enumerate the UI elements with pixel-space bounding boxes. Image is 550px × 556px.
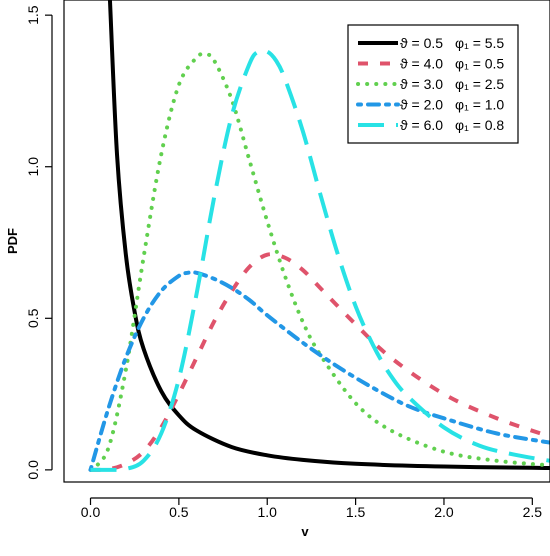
series-line-5 (90, 48, 550, 472)
y-tick-label: 0.0 (25, 460, 41, 480)
x-tick-label: 1.5 (346, 504, 366, 520)
legend-phi-label: φ₁ = 0.5 (455, 56, 504, 72)
y-axis-title: PDF (5, 228, 20, 254)
series-line-2 (90, 252, 550, 472)
x-axis: 0.0 0.5 1.0 1.5 2.0 2.5 (81, 497, 543, 520)
legend-theta-label: ϑ = 6.0 (400, 117, 443, 133)
y-tick-label: 1.5 (25, 5, 41, 25)
series-line-1 (107, 0, 550, 471)
legend-phi-label: φ₁ = 2.5 (455, 76, 504, 92)
legend-theta-label: ϑ = 3.0 (400, 76, 443, 92)
x-tick-label: 1.0 (258, 504, 278, 520)
y-axis: 0.0 0.5 1.0 1.5 (25, 5, 53, 480)
series-line-4 (88, 270, 550, 472)
legend-phi-label: φ₁ = 0.8 (455, 117, 504, 133)
legend: ϑ = 0.5 φ₁ = 5.5 ϑ = 4.0 φ₁ = 0.5 ϑ = 3.0 φ₁ … (347, 24, 519, 144)
y-tick-label: 0.5 (25, 308, 41, 328)
x-axis-title: v (301, 524, 309, 539)
x-tick-label: 0.5 (169, 504, 189, 520)
y-tick-label: 1.0 (25, 157, 41, 177)
legend-theta-label: ϑ = 4.0 (400, 56, 443, 72)
legend-phi-label: φ₁ = 5.5 (455, 35, 504, 51)
x-tick-label: 2.5 (523, 504, 543, 520)
curves-group (88, 0, 550, 472)
legend-theta-label: ϑ = 2.0 (400, 97, 443, 113)
plot-frame (63, 0, 550, 483)
x-tick-label: 0.0 (81, 504, 101, 520)
x-tick-label: 2.0 (434, 504, 454, 520)
legend-theta-label: ϑ = 0.5 (400, 35, 443, 51)
legend-phi-label: φ₁ = 1.0 (455, 97, 504, 113)
